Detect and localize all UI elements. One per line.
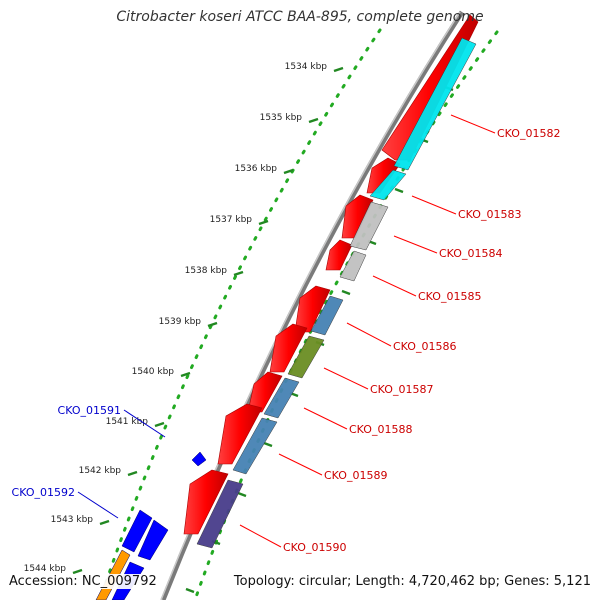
scale-tick-mark: [99, 519, 110, 526]
forward-gene-arrow: [341, 194, 374, 239]
scale-tick-label: 1544 kbp: [24, 564, 67, 574]
gene-callout-line: [323, 367, 369, 390]
gene-callout-line: [239, 524, 282, 548]
gene-callout-line: [77, 491, 119, 519]
left-strand-genes: [95, 451, 207, 600]
gene-label[interactable]: CKO_01586: [393, 340, 456, 353]
scale-tick-mark: [207, 321, 218, 328]
cog-colored-genes: [196, 37, 477, 549]
gene-callout-line: [393, 235, 438, 254]
scale-tick-label: 1543 kbp: [51, 515, 94, 525]
scale-tick-label: 1539 kbp: [159, 317, 202, 327]
inner-tick-mark: [394, 187, 404, 194]
cog-gene-block: [263, 377, 300, 419]
topology-summary: Topology: circular; Length: 4,720,462 bp…: [231, 574, 593, 589]
gc-dotted-line-inner: [193, 30, 499, 600]
gene-labels-left: CKO_01591 CKO_01592: [12, 404, 166, 519]
cog-gene-block: [393, 37, 477, 171]
scale-tick-label: 1535 kbp: [260, 113, 303, 123]
map-title: Citrobacter koseri ATCC BAA-895, complet…: [116, 9, 484, 25]
gene-callout-line: [372, 275, 417, 297]
forward-strand-genes: [183, 14, 479, 535]
gene-label[interactable]: CKO_01583: [458, 208, 521, 221]
gene-label[interactable]: CKO_01588: [349, 423, 412, 436]
scale-tick-label: 1537 kbp: [210, 215, 253, 225]
scale-tick-label: 1542 kbp: [79, 466, 122, 476]
gene-callout-line: [450, 114, 496, 134]
inner-tick-mark: [263, 441, 273, 448]
scale-tick-mark: [72, 568, 83, 575]
gene-label[interactable]: CKO_01592: [12, 486, 75, 499]
gene-callout-line: [303, 407, 348, 430]
inner-tick-mark: [237, 491, 247, 498]
cog-gene-block: [349, 201, 389, 251]
gene-label[interactable]: CKO_01582: [497, 127, 560, 140]
scale-tick-label: 1536 kbp: [235, 164, 278, 174]
scale-tick-mark: [180, 371, 191, 378]
scale-tick-label: 1540 kbp: [132, 367, 175, 377]
cog-gene-block: [339, 250, 367, 282]
left-gene-block: [121, 509, 153, 553]
scale-tick-mark: [333, 66, 344, 73]
forward-gene-arrow: [269, 323, 308, 373]
scale-tick-mark: [258, 219, 269, 226]
gene-labels-right: CKO_01582 CKO_01583 CKO_01584 CKO_01585 CKO_…: [239, 114, 560, 554]
accession-text: Accession: NC_009792: [7, 574, 159, 589]
left-gene-block: [191, 451, 207, 467]
gene-label[interactable]: CKO_01589: [324, 469, 387, 482]
inner-tick-mark: [341, 289, 351, 296]
cog-gene-block: [369, 169, 407, 201]
forward-gene-arrow: [183, 469, 229, 535]
cog-gene-block: [196, 479, 244, 549]
gene-label[interactable]: CKO_01587: [370, 383, 433, 396]
gene-callout-line: [278, 453, 323, 476]
scale-tick-mark: [308, 117, 319, 124]
gene-callout-line: [123, 409, 166, 438]
gene-label[interactable]: CKO_01585: [418, 290, 481, 303]
forward-gene-arrow: [325, 239, 353, 271]
forward-gene-arrow: [381, 14, 479, 161]
gene-label[interactable]: CKO_01591: [58, 404, 121, 417]
left-gene-block: [137, 519, 169, 561]
scale-tick-mark: [283, 168, 294, 175]
scale-tick-label: 1538 kbp: [185, 266, 228, 276]
gene-callout-line: [346, 322, 392, 347]
scale-tick-label: 1541 kbp: [106, 417, 149, 427]
scale-tick-mark: [127, 470, 138, 477]
cog-gene-block: [232, 417, 278, 475]
gene-label[interactable]: CKO_01584: [439, 247, 502, 260]
forward-gene-arrow: [217, 403, 263, 465]
cog-gene-block: [287, 335, 325, 379]
gc-dotted-line-outer: [98, 28, 382, 600]
gene-label[interactable]: CKO_01590: [283, 541, 346, 554]
inner-tick-mark: [185, 587, 195, 594]
cog-gene-block: [310, 295, 344, 336]
scale-tick-label: 1534 kbp: [285, 62, 328, 72]
scale-tick-mark: [233, 270, 244, 277]
gene-callout-line: [411, 195, 457, 215]
scale-tick-mark: [154, 421, 165, 428]
